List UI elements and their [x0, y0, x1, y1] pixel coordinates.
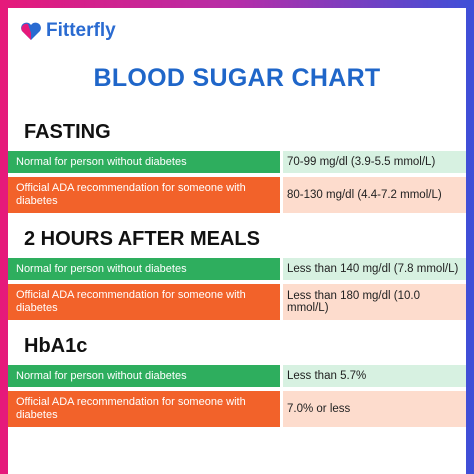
row-value: 7.0% or less — [283, 391, 466, 427]
row-label: Official ADA recommendation for someone … — [8, 177, 280, 213]
row-value: Less than 5.7% — [283, 365, 466, 387]
content: Fitterfly BLOOD SUGAR CHART FASTING Norma… — [8, 8, 466, 474]
row-label: Official ADA recommendation for someone … — [8, 284, 280, 320]
table-row: Normal for person without diabetes 70-99 … — [8, 151, 466, 173]
table-row: Official ADA recommendation for someone … — [8, 391, 466, 427]
section-heading: HbA1c — [24, 335, 88, 357]
table-row: Normal for person without diabetes Less t… — [8, 365, 466, 387]
row-label: Normal for person without diabetes — [8, 258, 280, 280]
logo-icon — [21, 22, 41, 40]
row-value: Less than 180 mg/dl (10.0 mmol/L) — [283, 284, 466, 320]
row-label: Official ADA recommendation for someone … — [8, 391, 280, 427]
row-label: Normal for person without diabetes — [8, 365, 280, 387]
row-label: Normal for person without diabetes — [8, 151, 280, 173]
table-row: Official ADA recommendation for someone … — [8, 177, 466, 213]
brand: Fitterfly — [46, 20, 116, 41]
table-row: Normal for person without diabetes Less t… — [8, 258, 466, 280]
title: BLOOD SUGAR CHART — [93, 64, 381, 92]
section-heading: FASTING — [24, 121, 111, 143]
row-value: Less than 140 mg/dl (7.8 mmol/L) — [283, 258, 466, 280]
logo: Fitterfly — [20, 20, 116, 42]
table-row: Official ADA recommendation for someone … — [8, 284, 466, 320]
row-value: 80-130 mg/dl (4.4-7.2 mmol/L) — [283, 177, 466, 213]
section-heading: 2 HOURS AFTER MEALS — [24, 228, 260, 250]
row-value: 70-99 mg/dl (3.9-5.5 mmol/L) — [283, 151, 466, 173]
